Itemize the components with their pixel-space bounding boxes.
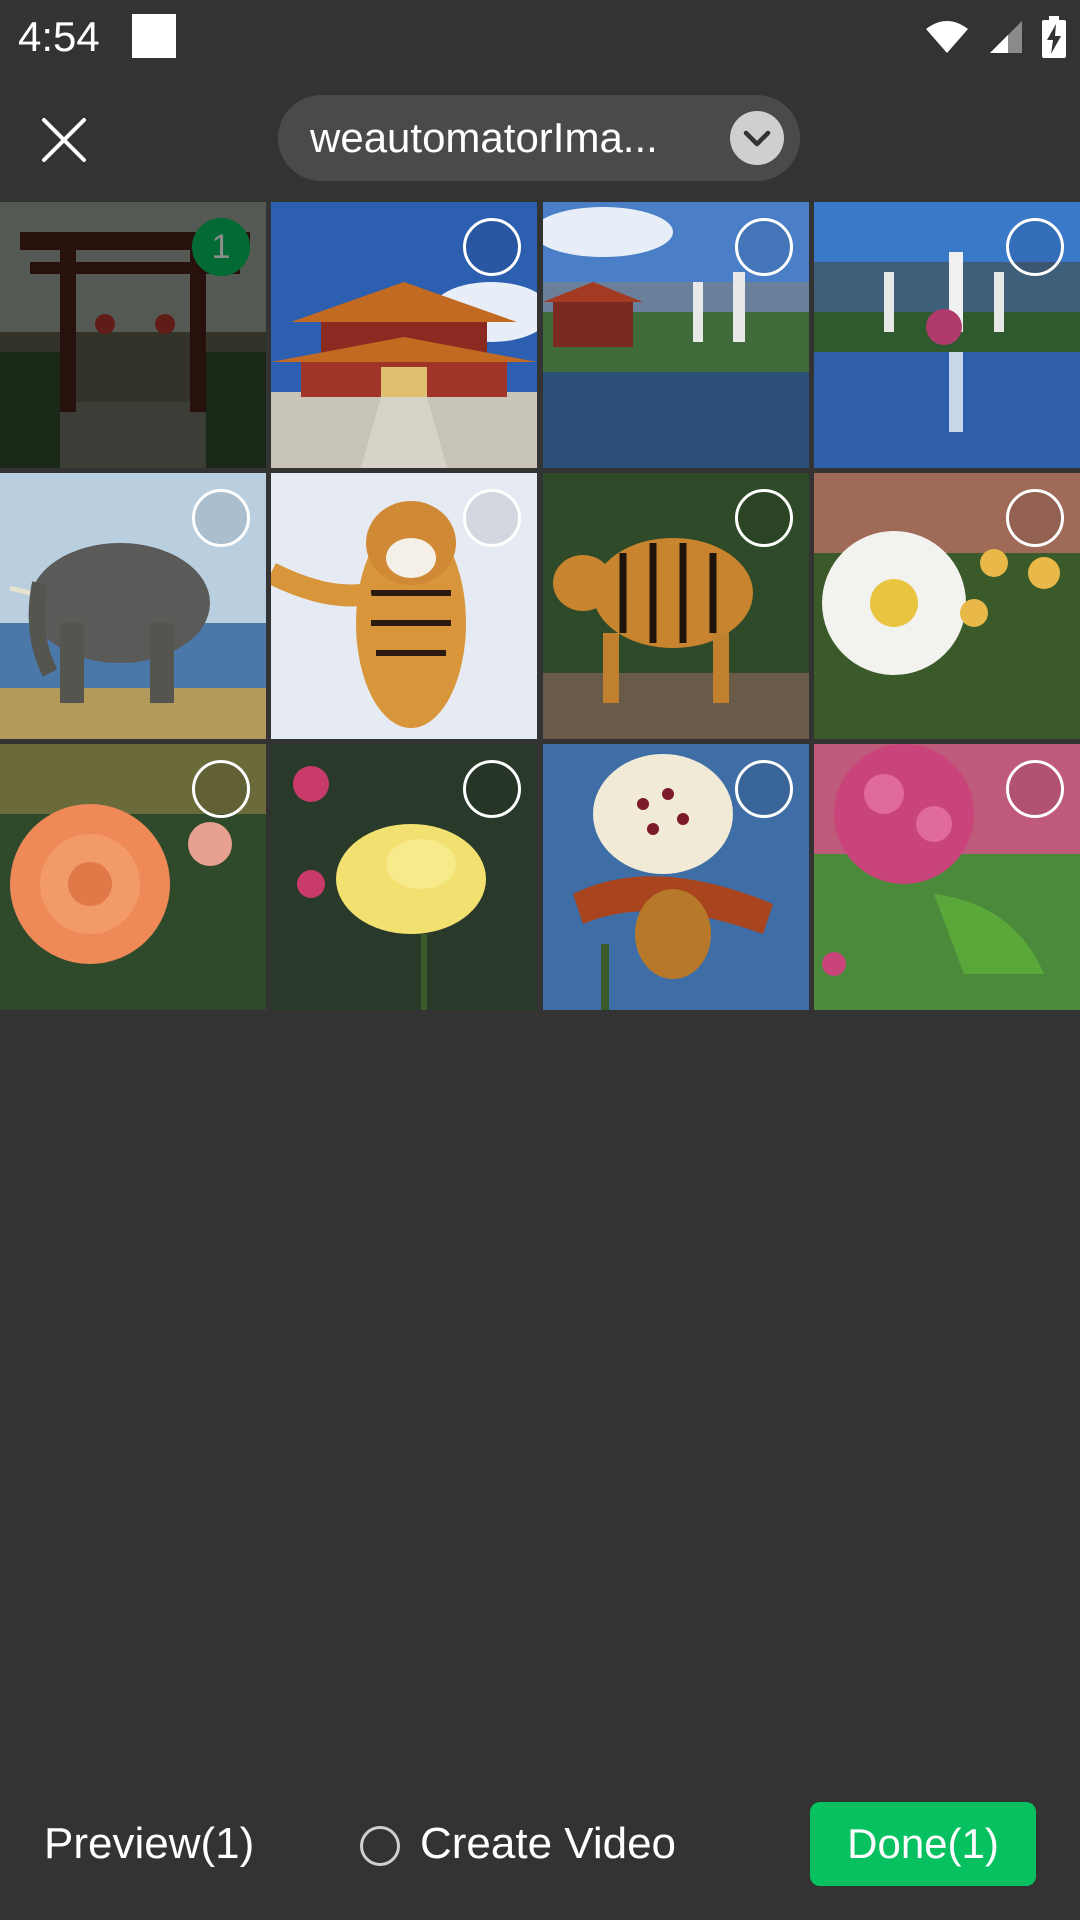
done-button[interactable]: Done(1) bbox=[810, 1802, 1036, 1886]
select-circle[interactable] bbox=[463, 760, 521, 818]
photo-tile[interactable] bbox=[814, 202, 1080, 468]
preview-button[interactable]: Preview(1) bbox=[44, 1819, 255, 1868]
battery-charging-icon bbox=[1042, 16, 1066, 58]
create-video-label[interactable]: Create Video bbox=[420, 1819, 677, 1868]
select-circle[interactable] bbox=[192, 760, 250, 818]
photo-tile[interactable] bbox=[0, 744, 266, 1010]
photo-tile[interactable] bbox=[543, 473, 809, 739]
select-circle[interactable] bbox=[1006, 760, 1064, 818]
status-icons bbox=[924, 12, 1066, 62]
select-circle[interactable] bbox=[192, 489, 250, 547]
selection-badge[interactable]: 1 bbox=[192, 218, 250, 276]
photo-tile[interactable] bbox=[814, 744, 1080, 1010]
photo-tile[interactable] bbox=[543, 744, 809, 1010]
signal-icon bbox=[990, 21, 1022, 53]
bottom-bar: Preview(1) Create Video Done(1) bbox=[0, 1770, 1080, 1920]
status-bar: 4:54 bbox=[0, 0, 1080, 76]
select-circle[interactable] bbox=[1006, 218, 1064, 276]
temple-gate-photo bbox=[0, 202, 266, 468]
white-rose-photo bbox=[814, 473, 1080, 739]
lake-pavilion-photo bbox=[543, 202, 809, 468]
notification-icon bbox=[132, 14, 176, 58]
orchid-photo bbox=[543, 744, 809, 1010]
close-button[interactable] bbox=[36, 112, 92, 168]
select-circle[interactable] bbox=[735, 218, 793, 276]
select-circle[interactable] bbox=[735, 760, 793, 818]
chevron-down-icon bbox=[730, 111, 784, 165]
photo-tile[interactable]: 1 bbox=[0, 202, 266, 468]
photo-tile[interactable] bbox=[543, 202, 809, 468]
close-icon bbox=[42, 118, 86, 162]
photo-tile[interactable] bbox=[271, 473, 537, 739]
photo-tile[interactable] bbox=[271, 744, 537, 1010]
album-selector[interactable]: weautomatorIma... bbox=[278, 95, 800, 181]
photo-tile[interactable] bbox=[271, 202, 537, 468]
orange-rose-photo bbox=[0, 744, 266, 1010]
photo-tile[interactable] bbox=[0, 473, 266, 739]
create-video-radio[interactable] bbox=[360, 1826, 400, 1866]
select-circle[interactable] bbox=[1006, 489, 1064, 547]
select-circle[interactable] bbox=[463, 489, 521, 547]
select-circle[interactable] bbox=[735, 489, 793, 547]
header: weautomatorIma... bbox=[0, 76, 1080, 200]
album-name: weautomatorIma... bbox=[310, 114, 658, 161]
select-circle[interactable] bbox=[463, 218, 521, 276]
status-time: 4:54 bbox=[18, 13, 100, 60]
wifi-icon bbox=[926, 21, 968, 53]
photo-tile[interactable] bbox=[814, 473, 1080, 739]
